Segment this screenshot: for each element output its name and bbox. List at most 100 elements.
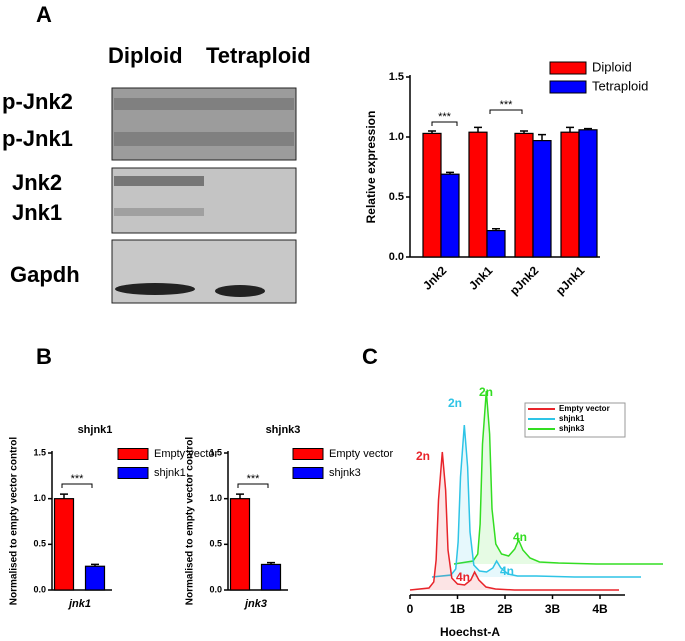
y-tick-label: 1.0 bbox=[389, 131, 404, 143]
significance-bracket bbox=[489, 109, 523, 114]
error-bar bbox=[446, 171, 454, 175]
bar bbox=[422, 132, 442, 258]
error-bar bbox=[566, 126, 574, 133]
significance-bracket bbox=[61, 483, 93, 488]
peak-label: 2n bbox=[479, 385, 493, 399]
band bbox=[215, 285, 265, 297]
x-axis-label: Hoechst-A bbox=[440, 625, 500, 639]
error-bar bbox=[520, 130, 528, 134]
y-axis-label: Normalised to empty vector control bbox=[185, 437, 196, 606]
legend-label: shjnk3 bbox=[559, 424, 585, 433]
x-tick-label: jnk1 bbox=[67, 598, 91, 610]
legend-label: shjnk3 bbox=[329, 467, 361, 479]
significance-bracket bbox=[237, 483, 269, 488]
bar bbox=[84, 565, 106, 591]
lane-label: Diploid bbox=[108, 43, 183, 68]
x-tick-label: 0 bbox=[407, 602, 414, 616]
legend-swatch bbox=[549, 61, 587, 75]
significance-label: *** bbox=[247, 473, 261, 485]
y-tick-label: 1.0 bbox=[209, 493, 222, 503]
significance-label: *** bbox=[438, 111, 452, 123]
legend-swatch bbox=[549, 80, 587, 94]
row-label: p-Jnk1 bbox=[2, 126, 73, 151]
histogram-line bbox=[431, 424, 641, 578]
error-bar bbox=[60, 493, 68, 499]
y-tick-label: 1.5 bbox=[389, 71, 404, 83]
x-tick-label: 2B bbox=[497, 602, 513, 616]
significance-label: *** bbox=[71, 473, 85, 485]
legend-label: Empty vector bbox=[329, 448, 394, 460]
y-axis-label: Normalised to empty vector control bbox=[9, 437, 20, 606]
blot: Diploid Tetraploid p-Jnk2 p-Jnk1 Jnk2 Jn… bbox=[2, 43, 311, 304]
x-tick-label: pJnk2 bbox=[507, 263, 542, 298]
panel-label: C bbox=[362, 344, 378, 369]
legend-swatch bbox=[292, 448, 324, 460]
error-bar bbox=[492, 228, 500, 231]
bar bbox=[578, 129, 598, 258]
peak-label: 4n bbox=[456, 570, 470, 584]
bar bbox=[440, 173, 460, 258]
legend-swatch bbox=[117, 467, 149, 479]
error-bar bbox=[91, 563, 99, 567]
bar bbox=[486, 230, 506, 258]
bar bbox=[468, 131, 488, 258]
band bbox=[114, 208, 204, 216]
bar bbox=[53, 498, 75, 591]
row-label: Jnk1 bbox=[12, 200, 62, 225]
legend-label: shjnk1 bbox=[559, 414, 585, 423]
row-label: p-Jnk2 bbox=[2, 89, 73, 114]
significance-bracket bbox=[431, 121, 458, 126]
error-bar bbox=[236, 493, 244, 499]
error-bar bbox=[474, 126, 482, 133]
lane-label: Tetraploid bbox=[206, 43, 311, 68]
histogram-line bbox=[453, 390, 663, 565]
y-tick-label: 1.5 bbox=[209, 447, 222, 457]
row-label: Gapdh bbox=[10, 262, 80, 287]
x-tick-label: 3B bbox=[545, 602, 561, 616]
y-tick-label: 0.0 bbox=[33, 584, 46, 594]
y-tick-label: 1.5 bbox=[33, 447, 46, 457]
bar bbox=[560, 131, 580, 258]
error-bar bbox=[584, 127, 592, 130]
y-tick-label: 0.0 bbox=[389, 251, 404, 263]
y-tick-label: 0.5 bbox=[389, 191, 404, 203]
x-tick-label: 4B bbox=[592, 602, 608, 616]
band bbox=[114, 132, 294, 146]
chart-title: shjnk3 bbox=[266, 424, 301, 436]
band bbox=[115, 283, 195, 295]
legend-swatch bbox=[292, 467, 324, 479]
peak-label: 2n bbox=[416, 449, 430, 463]
band bbox=[114, 176, 204, 186]
bar bbox=[229, 498, 251, 591]
y-tick-label: 0.0 bbox=[209, 584, 222, 594]
panel-label: B bbox=[36, 344, 52, 369]
chart-title: shjnk1 bbox=[78, 424, 113, 436]
x-tick-label: pJnk1 bbox=[553, 263, 588, 298]
y-tick-label: 0.5 bbox=[33, 539, 46, 549]
legend-label: Empty vector bbox=[154, 448, 219, 460]
band bbox=[114, 98, 294, 110]
error-bar bbox=[538, 133, 546, 141]
legend-label: shjnk1 bbox=[154, 467, 186, 479]
bar bbox=[514, 132, 534, 258]
legend-label: Diploid bbox=[592, 59, 632, 74]
error-bar bbox=[267, 561, 275, 565]
peak-label: 2n bbox=[448, 396, 462, 410]
y-tick-label: 0.5 bbox=[209, 539, 222, 549]
error-bar bbox=[428, 130, 436, 134]
peak-label: 4n bbox=[500, 564, 514, 578]
x-tick-label: Jnk1 bbox=[466, 263, 495, 292]
bar bbox=[532, 140, 552, 258]
significance-label: *** bbox=[500, 99, 514, 111]
legend-swatch bbox=[117, 448, 149, 460]
legend-label: Empty vector bbox=[559, 404, 610, 413]
histogram-line bbox=[409, 451, 619, 591]
panel-label: A bbox=[36, 2, 52, 27]
x-tick-label: jnk3 bbox=[243, 598, 267, 610]
x-tick-label: Jnk2 bbox=[420, 263, 449, 292]
row-label: Jnk2 bbox=[12, 170, 62, 195]
bar bbox=[260, 563, 282, 591]
peak-label: 4n bbox=[513, 530, 527, 544]
y-tick-label: 1.0 bbox=[33, 493, 46, 503]
